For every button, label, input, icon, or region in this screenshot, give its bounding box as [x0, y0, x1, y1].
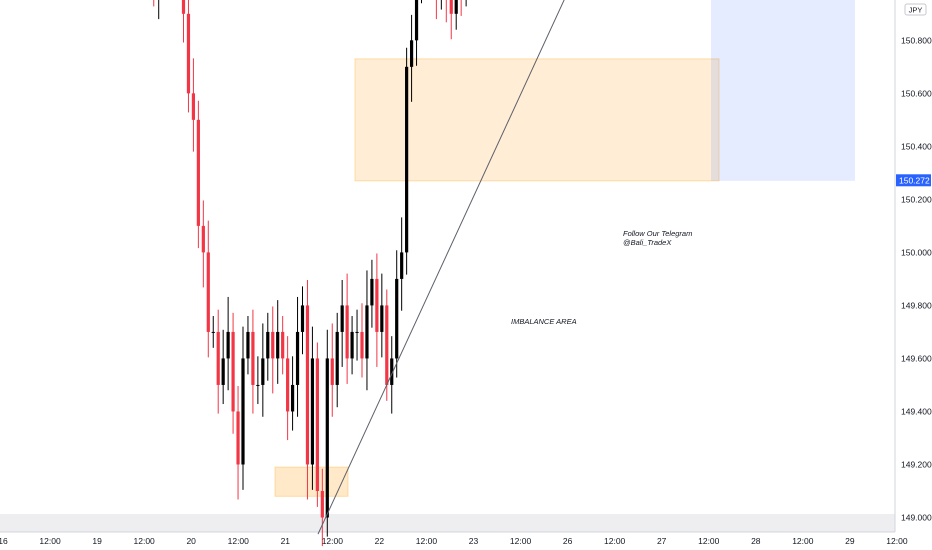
candle-down — [305, 305, 310, 465]
candle-up — [355, 331, 359, 333]
candle-up — [300, 305, 305, 332]
candle-up — [370, 278, 374, 306]
candle-up — [261, 358, 265, 385]
candle-up — [365, 305, 369, 359]
candle-down — [281, 331, 285, 359]
y-tick-label: 150.200 — [901, 194, 932, 204]
x-tick-label: 19 — [92, 536, 102, 546]
candle-up — [276, 331, 280, 359]
x-tick-label: 20 — [186, 536, 196, 546]
candle-down — [236, 411, 240, 465]
candle-down — [385, 305, 389, 385]
y-tick-label: 150.600 — [901, 88, 932, 98]
candle-down — [345, 305, 349, 359]
candle-down — [286, 358, 290, 412]
x-tick-label: 12:00 — [228, 536, 250, 546]
candle-up — [400, 252, 404, 279]
candle-up — [390, 358, 394, 385]
x-tick-label: 28 — [751, 536, 761, 546]
candle-up — [266, 331, 270, 359]
y-tick-label: 149.000 — [901, 513, 932, 523]
x-tick-label: 12:00 — [792, 536, 814, 546]
candle-up — [221, 358, 225, 385]
telegram-annotation-line2: @Bali_TradeX — [623, 238, 672, 247]
candle-down — [315, 358, 319, 491]
candle-up — [226, 331, 230, 359]
x-tick-label: 27 — [657, 536, 667, 546]
candle-up — [350, 331, 354, 359]
x-tick-label: 26 — [563, 536, 573, 546]
take-profit-zone — [711, 0, 855, 181]
demand-zone-bottom — [274, 466, 349, 497]
candle-down — [375, 278, 379, 332]
candle-up — [310, 358, 315, 465]
candle-down — [251, 331, 255, 385]
bottom-session-band — [0, 514, 895, 532]
price-tag-target-text: 150.272 — [899, 175, 930, 185]
candle-down — [191, 93, 196, 120]
x-tick-label: 12:00 — [39, 536, 61, 546]
ascending-trendline[interactable] — [317, 0, 719, 535]
x-tick-label: 16 — [0, 536, 8, 546]
candle-down — [216, 331, 220, 385]
x-tick-label: 12:00 — [510, 536, 532, 546]
imbalance-zone — [354, 58, 720, 182]
candle-down — [449, 0, 453, 14]
candle-up — [335, 331, 339, 385]
x-tick-label: 22 — [375, 536, 385, 546]
x-tick-label: 21 — [281, 536, 291, 546]
candle-up — [241, 358, 245, 465]
x-tick-label: 12:00 — [886, 536, 908, 546]
candle-down — [231, 331, 235, 412]
candle-down — [360, 331, 364, 359]
candle-down — [196, 119, 200, 226]
candle-down — [181, 0, 186, 14]
currency-badge — [904, 3, 927, 16]
x-tick-label: 29 — [845, 536, 855, 546]
x-tick-label: 12:00 — [604, 536, 626, 546]
y-tick-label: 150.400 — [901, 141, 932, 151]
candle-up — [414, 0, 419, 41]
candle-down — [320, 490, 324, 518]
candle-up — [405, 66, 409, 253]
y-tick-label: 149.400 — [901, 406, 932, 416]
y-tick-label: 149.200 — [901, 459, 932, 469]
price-tag-target — [896, 174, 931, 187]
imbalance-area-label: IMBALANCE AREA — [511, 317, 577, 326]
candle-up — [454, 0, 458, 14]
candle-up — [340, 305, 344, 332]
y-tick-label: 149.800 — [901, 300, 932, 310]
price-axis-bg — [895, 0, 932, 532]
x-tick-label: 23 — [469, 536, 479, 546]
candle-up — [246, 331, 250, 359]
candle-up — [395, 278, 399, 359]
x-tick-label: 12:00 — [134, 536, 156, 546]
candle-up — [325, 358, 329, 518]
currency-badge-label: JPY — [909, 6, 923, 15]
time-axis-bg — [0, 532, 932, 550]
x-tick-label: 12:00 — [322, 536, 344, 546]
candle-up — [256, 384, 260, 386]
candle-down — [271, 331, 275, 359]
candle-up — [409, 40, 414, 67]
candle-down — [201, 225, 205, 253]
candle-up — [290, 384, 295, 412]
x-tick-label: 12:00 — [698, 536, 720, 546]
candle-up — [211, 331, 215, 333]
y-tick-label: 149.600 — [901, 353, 932, 363]
y-tick-label: 150.000 — [901, 247, 932, 257]
candle-down — [206, 252, 210, 332]
candle-up — [380, 305, 384, 332]
candle-down — [330, 358, 334, 385]
telegram-annotation-line1: Follow Our Telegram — [623, 229, 692, 238]
candle-up — [295, 331, 300, 385]
y-tick-label: 150.800 — [901, 35, 932, 45]
x-tick-label: 12:00 — [416, 536, 438, 546]
candle-down — [186, 13, 191, 94]
